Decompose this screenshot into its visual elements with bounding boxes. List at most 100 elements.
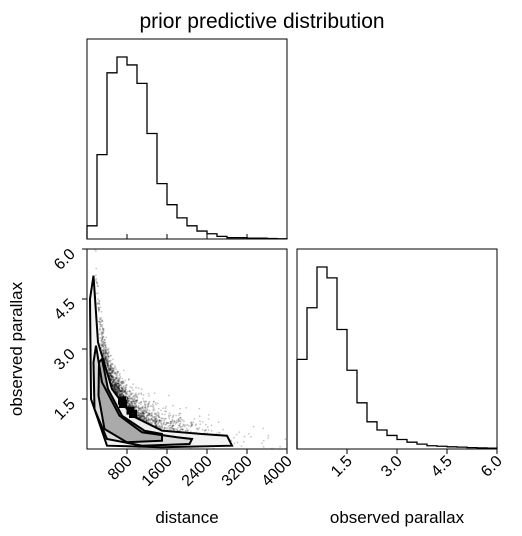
- scatter-point: [125, 392, 127, 395]
- scatter-point: [129, 386, 132, 388]
- scatter-point: [138, 414, 141, 417]
- scatter-point: [163, 413, 166, 416]
- scatter-point: [115, 383, 118, 385]
- scatter-point: [284, 438, 287, 441]
- scatter-point: [172, 424, 175, 427]
- scatter-point: [135, 404, 138, 407]
- scatter-point: [102, 336, 105, 338]
- scatter-point: [145, 410, 148, 413]
- scatter-point: [114, 390, 117, 392]
- scatter-point: [132, 398, 135, 401]
- scatter-point: [139, 415, 142, 418]
- scatter-point: [141, 414, 144, 416]
- scatter-point: [210, 429, 213, 432]
- scatter-point: [120, 390, 123, 392]
- scatter-point: [115, 385, 118, 388]
- scatter-point: [133, 400, 135, 402]
- scatter-point: [132, 394, 135, 397]
- scatter-point: [181, 419, 184, 421]
- scatter-point: [131, 402, 134, 404]
- scatter-point: [134, 408, 137, 410]
- scatter-point: [149, 413, 151, 415]
- scatter-point: [146, 403, 149, 406]
- scatter-point: [130, 402, 133, 404]
- scatter-point: [110, 372, 112, 375]
- scatter-point: [154, 419, 156, 422]
- scatter-point: [122, 394, 125, 397]
- scatter-point: [103, 357, 106, 359]
- scatter-point: [187, 424, 190, 427]
- scatter-point: [110, 379, 113, 381]
- scatter-point: [166, 427, 169, 429]
- scatter-point: [182, 423, 185, 426]
- scatter-point: [152, 409, 155, 412]
- scatter-point: [128, 396, 131, 399]
- scatter-point: [116, 387, 119, 390]
- scatter-point: [107, 356, 110, 358]
- scatter-point: [111, 368, 114, 370]
- scatter-point: [140, 407, 143, 410]
- scatter-point: [137, 407, 140, 410]
- scatter-point: [139, 407, 142, 409]
- scatter-point: [106, 363, 109, 366]
- scatter-point: [131, 397, 133, 400]
- scatter-point: [127, 378, 130, 381]
- scatter-point: [136, 412, 139, 415]
- scatter-point: [117, 384, 120, 387]
- scatter-point: [99, 325, 102, 328]
- scatter-point: [125, 383, 128, 386]
- scatter-point: [116, 384, 118, 387]
- scatter-point: [112, 370, 114, 373]
- scatter-point: [123, 382, 125, 384]
- scatter-point: [121, 391, 124, 394]
- scatter-point: [140, 401, 143, 403]
- scatter-point: [115, 374, 118, 376]
- scatter-point: [107, 366, 109, 368]
- scatter-point: [219, 432, 221, 434]
- scatter-point: [146, 414, 149, 416]
- scatter-point: [222, 428, 225, 431]
- scatter-point: [120, 390, 123, 393]
- scatter-point: [169, 414, 172, 417]
- scatter-point: [161, 427, 163, 430]
- scatter-point: [111, 371, 114, 374]
- scatter-point: [102, 343, 105, 345]
- scatter-point: [112, 378, 115, 380]
- scatter-point: [119, 381, 122, 384]
- scatter-point: [114, 388, 116, 391]
- scatter-point: [142, 414, 145, 417]
- scatter-point: [171, 424, 174, 427]
- scatter-point: [101, 337, 104, 340]
- scatter-point: [155, 416, 157, 419]
- scatter-point: [141, 415, 144, 418]
- scatter-point: [117, 386, 120, 388]
- scatter-point: [134, 402, 137, 404]
- scatter-point: [119, 389, 121, 392]
- scatter-point: [130, 392, 133, 395]
- scatter-point: [106, 361, 109, 363]
- scatter-point: [113, 384, 115, 387]
- scatter-point: [144, 417, 146, 419]
- scatter-point: [152, 408, 154, 411]
- scatter-point: [98, 327, 101, 330]
- scatter-point: [113, 387, 116, 390]
- scatter-point: [125, 384, 128, 387]
- scatter-point: [207, 429, 210, 431]
- scatter-point: [125, 392, 127, 394]
- scatter-point: [118, 393, 120, 396]
- scatter-point: [113, 385, 116, 388]
- scatter-point: [114, 382, 116, 384]
- scatter-point: [190, 421, 193, 424]
- scatter-point: [136, 399, 139, 402]
- scatter-point: [108, 368, 111, 370]
- scatter-point: [233, 436, 235, 439]
- scatter-point: [116, 382, 119, 384]
- scatter-point: [110, 370, 113, 372]
- scatter-point: [100, 321, 102, 324]
- scatter-point: [165, 423, 167, 426]
- scatter-point: [112, 358, 114, 361]
- scatter-point: [102, 349, 104, 352]
- scatter-point: [119, 390, 122, 393]
- scatter-point: [105, 359, 108, 361]
- scatter-point: [112, 387, 115, 390]
